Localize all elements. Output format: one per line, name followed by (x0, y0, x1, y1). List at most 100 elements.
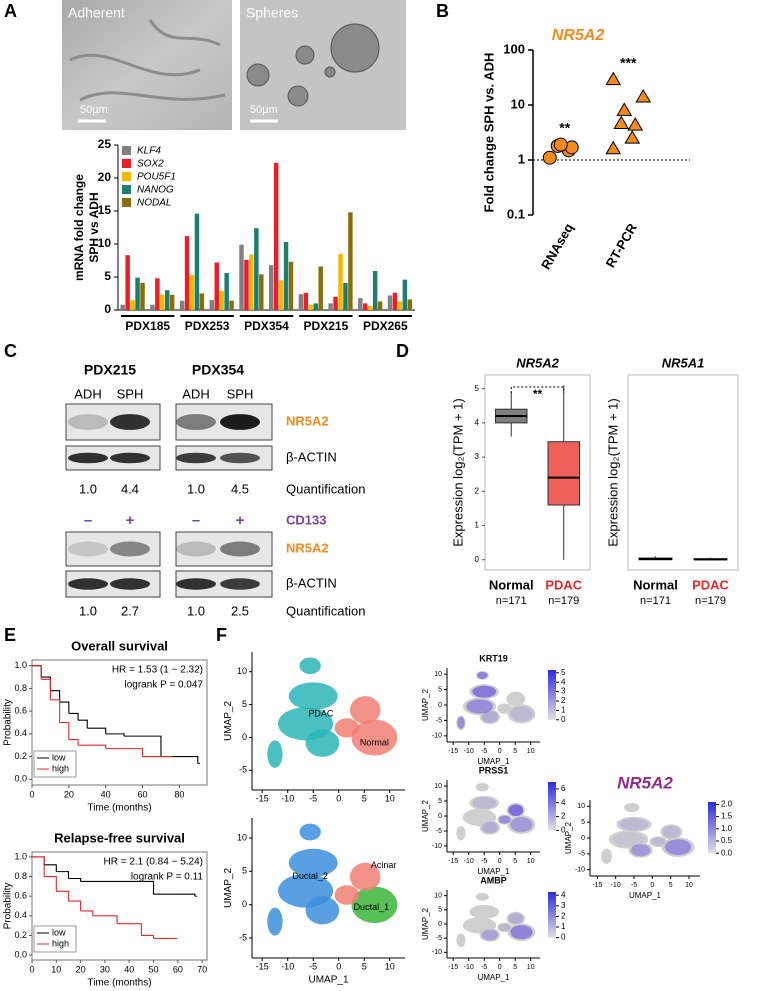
bar (209, 300, 215, 310)
cell-cluster (649, 836, 667, 848)
bar (377, 301, 383, 310)
sphere (246, 63, 270, 87)
x-tick-label: Normal (633, 577, 678, 592)
cell-cluster (469, 795, 500, 811)
cell-cluster (479, 820, 501, 835)
annotation: HR = 2.1 (0.84 − 5.24) (103, 857, 203, 868)
significance: ** (559, 119, 570, 135)
x-tick-label: 0 (498, 858, 502, 865)
x-tick-label: -10 (464, 748, 474, 755)
bar (130, 300, 135, 310)
cell-cluster (497, 814, 513, 825)
expression-overlay (477, 671, 488, 679)
colorbar-tick-label: 1 (561, 922, 566, 931)
cell-cluster (334, 885, 360, 905)
x-tick-label: PDAC (692, 577, 729, 592)
blot-label: NR5A2 (286, 413, 329, 428)
cell-cluster (497, 703, 513, 714)
survival-step (87, 744, 107, 749)
quantification: 2.7 (121, 603, 139, 618)
y-tick-label: 15 (98, 203, 112, 217)
bar (313, 303, 318, 310)
legend-label: KLF4 (137, 146, 161, 157)
y-tick-label: -10 (432, 733, 442, 740)
y-tick-label: 2 (475, 486, 480, 495)
survival-step (80, 910, 94, 916)
bar (372, 271, 378, 310)
bar (273, 162, 279, 310)
blot-band (220, 578, 260, 590)
chart-title: NR5A1 (662, 355, 705, 370)
annotation: HR = 1.53 (1 − 2.32) (112, 665, 203, 676)
cell-cluster (351, 719, 398, 756)
cell-cluster (305, 729, 340, 757)
survival-step (32, 665, 42, 680)
y-tick-label: 10 (237, 832, 247, 842)
survival-step (68, 738, 79, 746)
quantification: 1.0 (187, 603, 205, 618)
y-tick-label: 10 (577, 803, 585, 810)
y-tick-label: 0.6 (14, 706, 27, 716)
y-tick-label: 0 (581, 835, 585, 842)
x-tick-label: -5 (309, 961, 317, 971)
x-tick-label: 10 (51, 964, 61, 974)
bar (367, 306, 373, 310)
x-tick-label: 5 (513, 858, 517, 865)
legend-label: low (52, 752, 66, 762)
bar (358, 298, 363, 310)
x-tick-label: -15 (448, 858, 458, 865)
survival-step (78, 719, 88, 729)
survival-step (177, 893, 196, 897)
plot-frame (31, 659, 208, 786)
x-axis-label: UMAP_1 (477, 867, 510, 876)
bar (387, 295, 393, 310)
microscopy-adherent (62, 0, 232, 130)
y-axis-label: UMAP_2 (564, 821, 573, 854)
y-tick-label: 0.1 (507, 206, 525, 221)
x-tick-label: -10 (464, 858, 474, 865)
y-tick-label: 5 (104, 269, 111, 283)
bar (160, 294, 165, 310)
x-tick-label: 10 (527, 858, 535, 865)
colorbar (548, 892, 556, 938)
x-tick-label: 70 (197, 964, 207, 974)
condition-label: SPH (117, 386, 144, 401)
expression-overlay (481, 710, 498, 723)
cell-cluster (475, 782, 489, 792)
sample-label: PDX215 (84, 362, 136, 378)
bar (392, 292, 398, 310)
quantification: 1.0 (79, 603, 97, 618)
blot-band (220, 541, 260, 557)
y-axis-label: mRNA fold change (72, 174, 86, 281)
bar (254, 228, 259, 310)
survival-step (87, 727, 107, 734)
y-tick-label: -10 (575, 867, 585, 874)
y-axis-label: SPH vs ADH (87, 192, 101, 262)
expression-overlay (481, 821, 498, 834)
y-tick-label: -5 (436, 828, 442, 835)
cell-cluster (507, 704, 536, 724)
y-tick-label: 0 (104, 302, 111, 316)
blot (65, 531, 161, 567)
x-axis-label: Time (months) (87, 803, 151, 814)
data-point (542, 150, 557, 165)
condition-label: ADH (74, 386, 101, 401)
cell-cluster (349, 862, 381, 891)
chart-title: Relapse-free survival (54, 830, 185, 845)
blot-band (176, 414, 216, 430)
cell-texture (69, 19, 226, 102)
y-tick-label: 0 (475, 555, 480, 564)
y-tick-label: -10 (432, 843, 442, 850)
plot-frame (31, 851, 208, 961)
y-tick-label: 0.4 (14, 728, 27, 738)
chart-title: NR5A2 (516, 355, 559, 370)
y-tick-label: 0.0 (14, 774, 27, 784)
x-tick-label: 5 (513, 964, 517, 971)
expression-overlay (466, 699, 493, 714)
y-tick-label: -5 (436, 717, 442, 724)
expression-overlay (498, 923, 511, 932)
cell-cluster (288, 848, 338, 877)
bar (278, 280, 284, 310)
expression-overlay (457, 716, 465, 729)
